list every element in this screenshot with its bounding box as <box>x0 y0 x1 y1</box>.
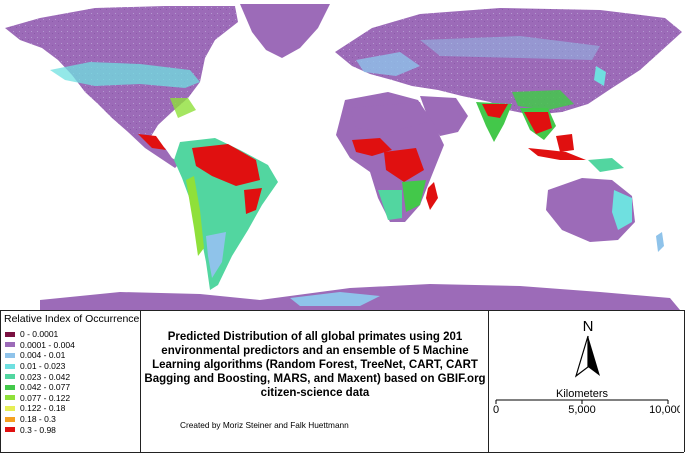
madagascar <box>426 182 438 210</box>
legend-item: 0 - 0.0001 <box>5 329 138 340</box>
eurasia <box>335 8 682 115</box>
legend-item: 0.042 - 0.077 <box>5 382 138 393</box>
legend-item: 0.122 - 0.18 <box>5 403 138 414</box>
india-hotspot <box>482 104 508 118</box>
siberia-band <box>420 36 600 60</box>
antarctica-ice <box>290 292 380 306</box>
legend-item: 0.077 - 0.122 <box>5 393 138 404</box>
legend-swatch <box>5 363 15 369</box>
southern-africa-band <box>378 190 402 220</box>
legend-label: 0.023 - 0.042 <box>20 371 71 382</box>
new-guinea <box>588 158 624 172</box>
amazon-hotspot <box>192 144 260 186</box>
legend-swatch <box>5 352 15 358</box>
australia-east <box>612 190 632 230</box>
japan <box>594 66 606 86</box>
legend-label: 0.01 - 0.023 <box>20 361 66 372</box>
legend-label: 0.18 - 0.3 <box>20 414 56 425</box>
scale-tick-label: 10,000 <box>649 404 680 416</box>
legend-label: 0.122 - 0.18 <box>20 403 66 414</box>
east-africa-band <box>402 180 426 212</box>
scale-unit: Kilometers <box>556 388 608 400</box>
north-arrow-icon: N <box>574 318 600 378</box>
legend-item: 0.01 - 0.023 <box>5 361 138 372</box>
legend: Relative Index of Occurrence 0 - 0.0001 … <box>2 313 140 435</box>
legend-label: 0 - 0.0001 <box>20 329 59 340</box>
legend-item: 0.3 - 0.98 <box>5 424 138 435</box>
indonesia <box>528 148 586 160</box>
footer-left-border <box>0 310 1 452</box>
legend-swatch <box>5 342 15 348</box>
credit-line: Created by Moriz Steiner and Falk Huettm… <box>180 420 349 430</box>
north-arrow-label: N <box>583 318 594 335</box>
europe-band <box>356 52 420 76</box>
central-america <box>128 132 180 168</box>
legend-swatch <box>5 331 15 337</box>
legend-label: 0.042 - 0.077 <box>20 382 71 393</box>
andes-strip <box>186 176 204 256</box>
legend-swatch <box>5 384 15 390</box>
scale-bar: Kilometers 0 5,000 10,000 <box>493 388 680 416</box>
footer-divider-left <box>140 310 141 452</box>
legend-label: 0.004 - 0.01 <box>20 350 66 361</box>
legend-item: 0.0001 - 0.004 <box>5 340 138 351</box>
sahara <box>350 102 428 132</box>
legend-swatch <box>5 427 15 433</box>
arabia <box>420 96 468 136</box>
central-africa-hotspot <box>384 148 424 182</box>
footer-divider-right <box>488 310 489 452</box>
north-arrow-left-half <box>574 335 589 378</box>
map-title: Predicted Distribution of all global pri… <box>144 331 486 399</box>
north-arrow-right-half <box>588 336 600 376</box>
mexico-hotspot <box>138 134 166 150</box>
legend-label: 0.0001 - 0.004 <box>20 339 75 350</box>
legend-swatch <box>5 374 15 380</box>
west-africa-hotspot <box>352 138 392 156</box>
us-east-band <box>170 98 196 118</box>
legend-swatch <box>5 405 15 411</box>
na-boreal-band <box>50 62 200 88</box>
scale-tick-label: 5,000 <box>568 404 596 416</box>
scale-tick-label: 0 <box>493 404 499 416</box>
legend-swatch <box>5 416 15 422</box>
legend-label: 0.3 - 0.98 <box>20 424 56 435</box>
sea-hotspot <box>524 112 552 134</box>
australia <box>546 178 635 242</box>
world-map-graphic <box>5 4 682 310</box>
legend-title: Relative Index of Occurrence <box>4 313 140 325</box>
atlantic-forest <box>244 188 262 214</box>
legend-item: 0.18 - 0.3 <box>5 414 138 425</box>
borneo-hotspot <box>556 134 574 152</box>
legend-item: 0.004 - 0.01 <box>5 350 138 361</box>
world-map <box>5 4 682 310</box>
new-zealand <box>656 232 664 252</box>
greenland <box>240 4 330 58</box>
legend-label: 0.077 - 0.122 <box>20 392 71 403</box>
sa-south <box>206 232 226 278</box>
legend-item: 0.023 - 0.042 <box>5 371 138 382</box>
china-band <box>512 90 574 110</box>
legend-swatch <box>5 395 15 401</box>
